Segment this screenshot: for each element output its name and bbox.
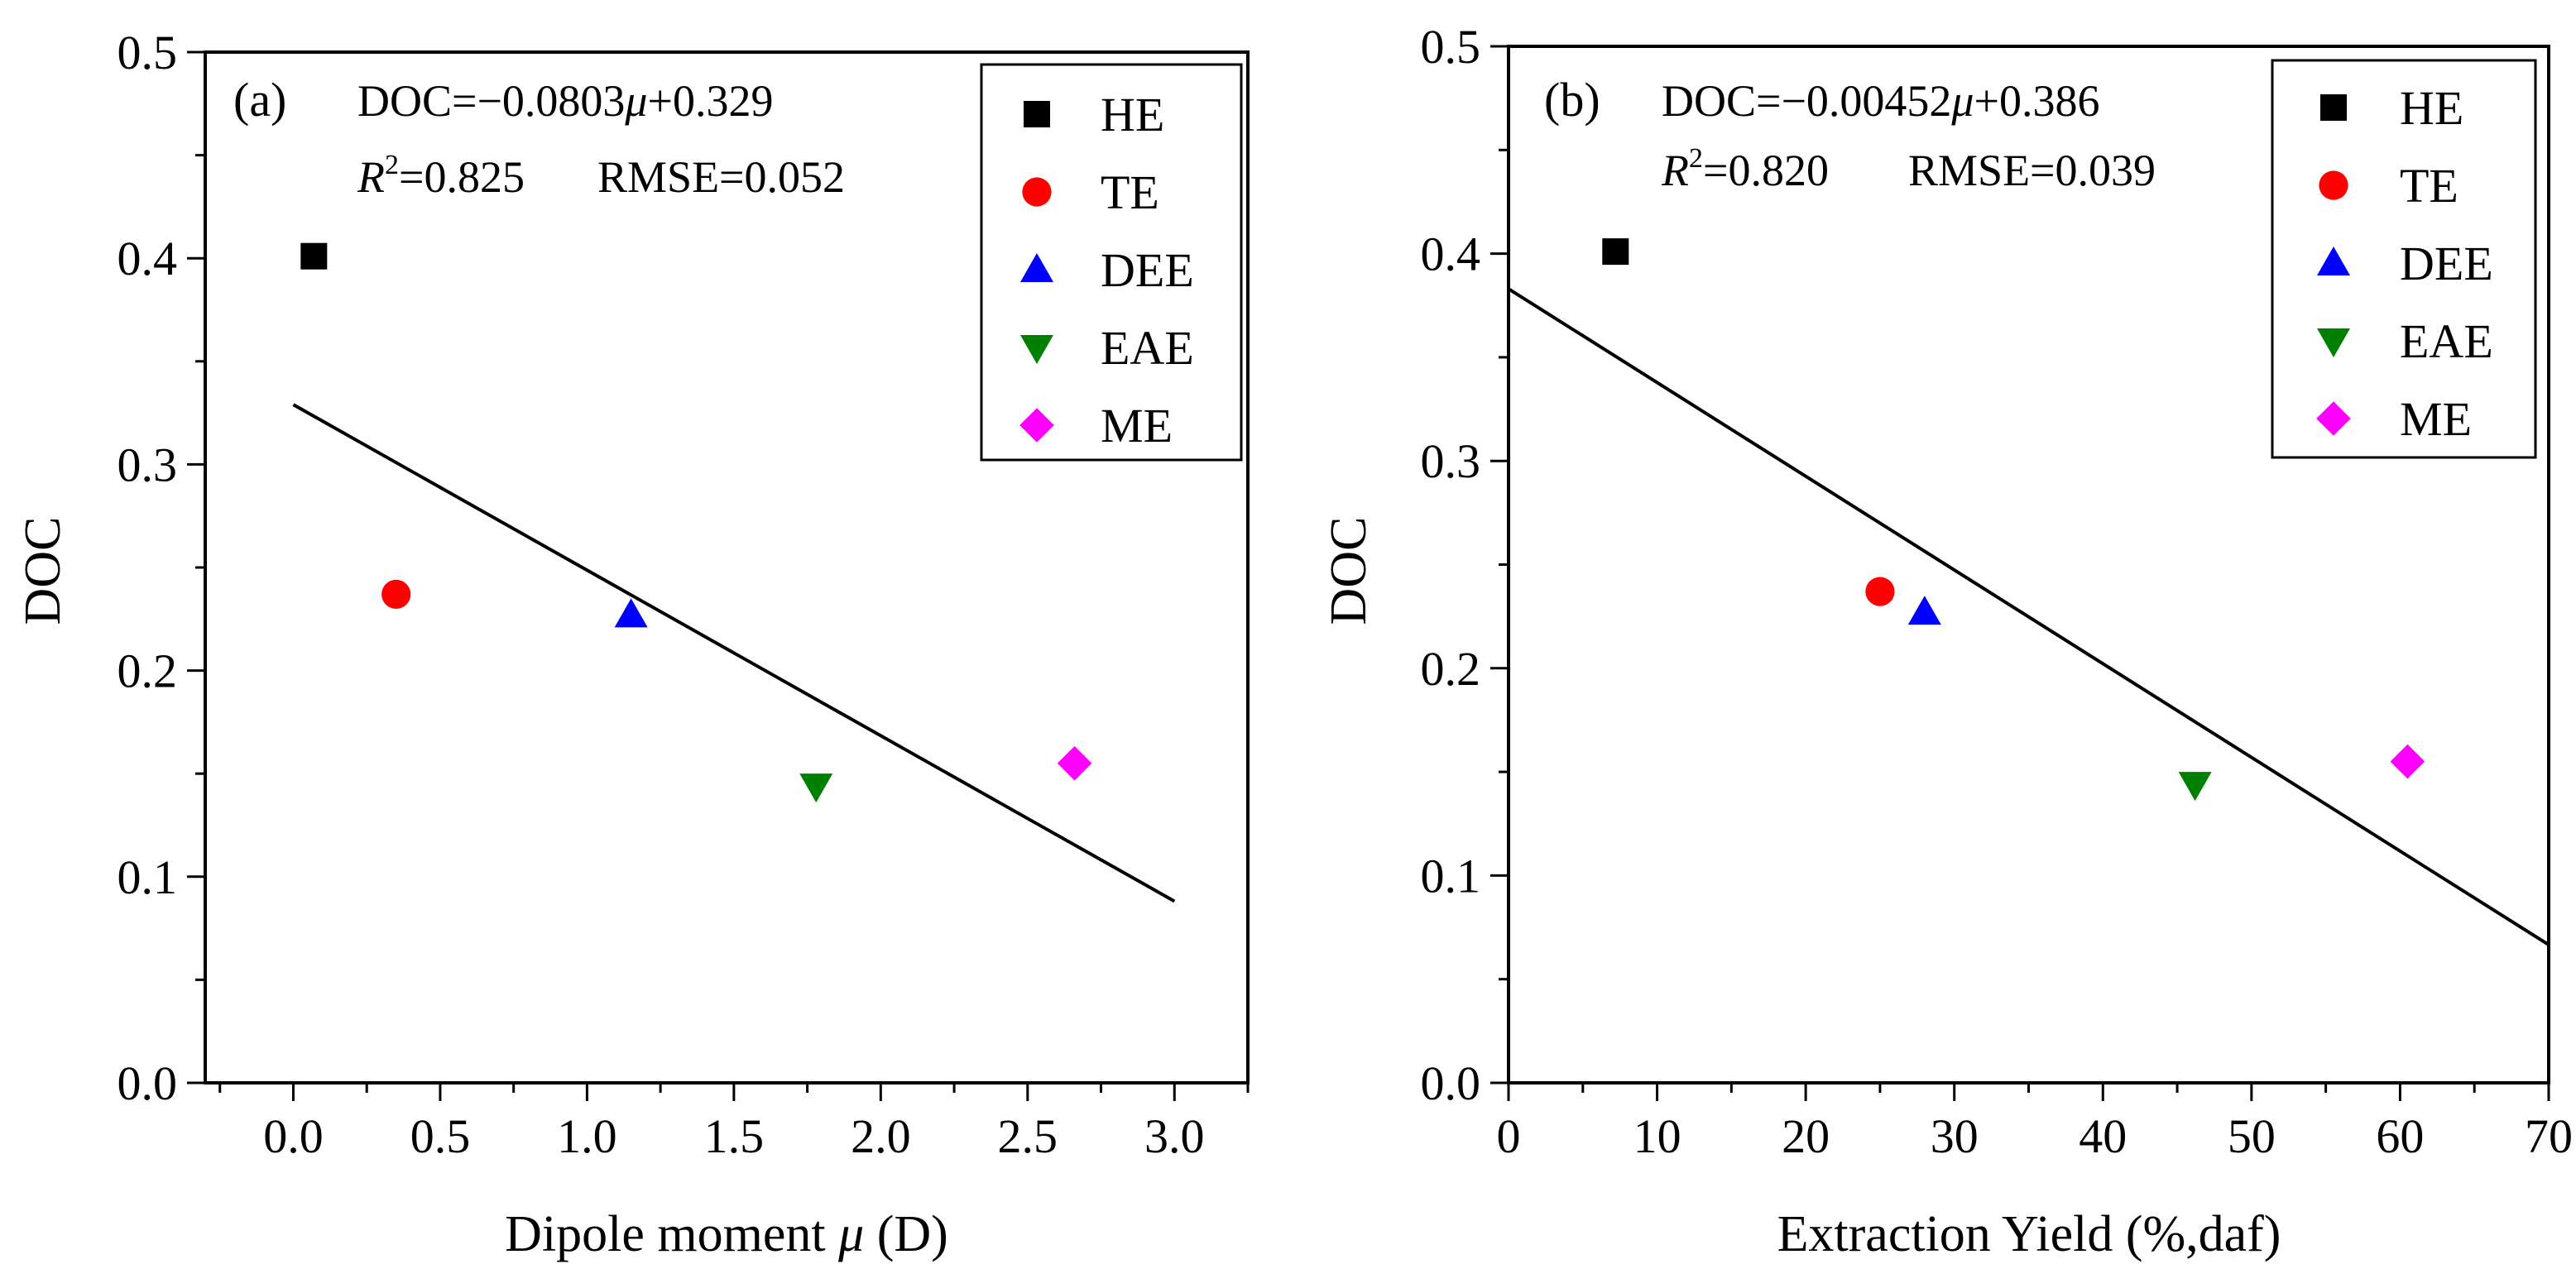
panel-b-legend-marker-eae [2317, 328, 2350, 357]
panel-b-y-tick-label: 0.3 [1421, 434, 1481, 488]
panel-a-point-eae [799, 773, 833, 803]
panel-b-legend-label-te: TE [2400, 159, 2458, 213]
panel-a: 0.0 0.5 1.0 1.5 2.0 2.5 3.00.00.10.20.30.40.5 … [15, 26, 1250, 1262]
panel-a-legend-marker-te [1022, 177, 1052, 207]
panel-b-x-tick-label: 0 [1497, 1109, 1521, 1163]
panel-b-legend-label-dee: DEE [2400, 237, 2493, 290]
panel-a-legend-marker-me [1019, 408, 1054, 443]
panel-a-points-layer [300, 242, 1092, 803]
panel-b-legend-marker-te [2319, 170, 2348, 200]
panel-b-point-dee [1907, 596, 1941, 625]
panel-b-points-layer [1602, 238, 2425, 802]
panel-a-x-axis-label: Dipole moment μ (D) [505, 1206, 948, 1262]
panel-a-y-tick-label: 0.4 [118, 232, 178, 285]
panel-a-x-tick-label: 1.5 [704, 1109, 765, 1163]
panel-a-axes: 0.0 0.5 1.0 1.5 2.0 2.5 3.0 0.0 0.1 0.2 0.3 0.4 0.5 [118, 26, 1250, 1163]
panel-b-point-te [1865, 577, 1895, 606]
panel-b-y-tick-label: 0.1 [1421, 849, 1481, 903]
panel-a-x-tick-label: 0.0 [263, 1109, 324, 1163]
panel-b-x-tick-label: 70 [2525, 1109, 2573, 1163]
panel-b-legend-label-me: ME [2400, 392, 2472, 446]
panel-b-y-tick-label: 0.2 [1421, 642, 1481, 696]
panel-a-legend-label-he: HE [1101, 88, 1164, 141]
panel-a-x-tick-label: 0.5 [410, 1109, 471, 1163]
panel-b-axes: 0 10 20 30 40 50 60 70 0.0 0.1 0.2 0.3 0.4 0.5 [1421, 20, 2574, 1163]
panel-a-x-tick-label: 2.0 [851, 1109, 911, 1163]
panel-a-point-dee [614, 598, 648, 628]
panel-a-fit-line [292, 403, 1176, 903]
panel-a-point-he [300, 242, 328, 270]
panel-b-rmse: RMSE=0.039 [1908, 146, 2156, 195]
panel-b-legend-label-he: HE [2400, 81, 2463, 135]
panel-b-point-he [1602, 238, 1629, 266]
panel-b-legend: HE TE DEE EAE ME [2271, 59, 2537, 459]
panel-b-y-tick-label: 0.4 [1421, 227, 1481, 281]
panel-b-point-me [2390, 744, 2425, 779]
panel-a-legend-label-te: TE [1101, 165, 1159, 219]
panel-a-x-tick-label: 1.0 [557, 1109, 617, 1163]
panel-b-x-axis-label: Extraction Yield (%,daf) [1777, 1206, 2281, 1262]
panel-a-legend-label-dee: DEE [1101, 243, 1194, 297]
panel-b-point-eae [2178, 772, 2212, 802]
panel-a-legend-label-eae: EAE [1101, 321, 1194, 375]
panel-b-r-squared: R2=0.820 [1661, 143, 1829, 195]
panel-a-y-tick-label: 0.2 [118, 644, 178, 698]
panel-b-y-tick-label: 0.5 [1421, 20, 1481, 74]
panel-b-equation: DOC=−0.00452μ+0.386 [1662, 76, 2100, 126]
panel-a-label: (a) [233, 73, 286, 127]
panel-a-legend: HE TE DEE EAE ME [980, 63, 1243, 462]
panel-a-legend-label-me: ME [1101, 399, 1173, 452]
panel-b: 0 10 20 30 40 50 60 70 0.0 0.1 0.2 0.3 0.4 0.5 (b) DO… [1321, 20, 2573, 1262]
panel-a-y-tick-label: 0.3 [118, 438, 178, 491]
panel-b-label: (b) [1544, 73, 1600, 127]
panel-a-r-squared: R2=0.825 [357, 150, 525, 202]
panel-a-y-tick-label: 0.0 [118, 1056, 178, 1110]
panel-a-rmse: RMSE=0.052 [597, 152, 845, 202]
panel-b-legend-marker-dee [2317, 247, 2350, 275]
panel-a-legend-marker-dee [1020, 253, 1053, 282]
panel-a-legend-marker-he [1024, 101, 1050, 127]
panel-b-legend-label-eae: EAE [2400, 314, 2493, 368]
panel-b-legend-marker-me [2316, 401, 2351, 436]
panel-b-x-tick-label: 40 [2079, 1109, 2127, 1163]
panel-a-legend-box [980, 63, 1243, 462]
panel-b-y-axis-label: DOC [1321, 517, 1377, 625]
panel-b-x-tick-label: 60 [2376, 1109, 2424, 1163]
panel-b-x-tick-label: 30 [1931, 1109, 1979, 1163]
panel-a-y-tick-label: 0.1 [118, 850, 178, 904]
panel-a-x-tick-label: 2.5 [998, 1109, 1058, 1163]
panel-a-y-tick-label: 0.5 [118, 26, 178, 79]
panel-b-y-tick-label: 0.0 [1421, 1056, 1481, 1110]
panel-b-x-tick-label: 10 [1633, 1109, 1681, 1163]
panel-b-x-tick-label: 50 [2228, 1109, 2276, 1163]
panel-a-x-tick-label: 3.0 [1144, 1109, 1205, 1163]
panel-a-y-axis-label: DOC [15, 517, 71, 625]
panel-b-legend-marker-he [2320, 94, 2347, 121]
panel-a-point-te [381, 579, 411, 609]
panel-b-legend-box [2271, 59, 2537, 459]
panel-a-fit-layer [292, 403, 1176, 903]
panel-b-fit-line [1507, 287, 2550, 946]
panel-a-legend-marker-eae [1020, 335, 1053, 364]
panel-b-fit-layer [1507, 287, 2550, 946]
panel-a-point-me [1057, 745, 1092, 781]
panel-a-equation: DOC=−0.0803μ+0.329 [357, 76, 774, 126]
panel-b-x-tick-label: 20 [1782, 1109, 1830, 1163]
